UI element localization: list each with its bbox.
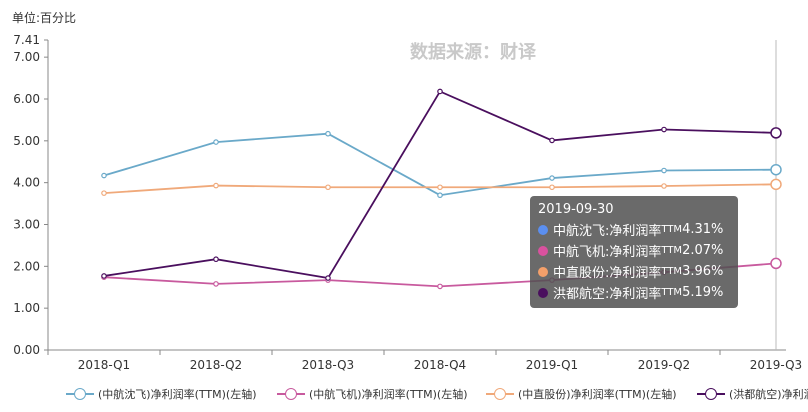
line-chart: 数据来源：财译 0.00 1.00 2.00 3.00 4.00 5.00 6.00 7.00 7… [13,33,802,372]
tooltip-sup: TTM [661,266,683,277]
series-point [101,273,107,279]
series-point [325,275,331,281]
series-point [437,88,443,95]
legend-label: (中航飞机)净利润率(TTM)(左轴) [309,388,468,401]
y-tick-label: 3.00 [13,217,40,231]
series-point [213,256,219,263]
series-point [661,126,667,133]
series-point [213,139,219,145]
y-tick-label: 5.00 [13,134,40,148]
tooltip-sup: TTM [661,245,683,256]
y-tick-label: 7.00 [13,50,40,64]
tooltip-row: 中航飞机:净利润率 TTM 2.07% [538,240,730,261]
series-point [325,130,331,137]
series-point [101,190,107,196]
tooltip-label: 洪都航空:净利润率 [553,287,662,302]
x-tick-label: 2019-Q1 [526,358,578,372]
tooltip-row: 中航沈飞:净利润率 TTM 4.31% [538,219,730,240]
tooltip-row: 洪都航空:净利润率 TTM 5.19% [538,282,730,303]
legend-item-zhizhi[interactable]: (中直股份)净利润率(TTM)(左轴) [486,385,676,403]
series-point [437,184,443,191]
series-point [661,167,667,174]
x-tick-label: 2018-Q3 [302,358,354,372]
legend-line-circle-icon [277,387,305,401]
legend-line-circle-icon [697,387,725,401]
tooltip-row: 中直股份:净利润率 TTM 3.96% [538,261,730,282]
series-point [770,178,782,191]
tooltip-value: 2.07% [682,243,724,258]
tooltip-label: 中直股份:净利润率 [553,266,662,281]
tooltip-value: 3.96% [682,264,724,279]
y-tick-label: 4.00 [13,176,40,190]
series-point [549,184,555,191]
tooltip-label: 中航飞机:净利润率 [553,245,662,260]
y-tick-label: 0.00 [13,343,40,357]
x-tick-label: 2018-Q2 [190,358,242,372]
series-point [770,163,782,176]
y-tick-label: 6.00 [13,92,40,106]
series-point [437,283,443,290]
tooltip-value: 5.19% [682,285,724,300]
series-dot-icon [538,266,548,277]
series-dot-icon [538,245,548,256]
series-point [770,257,782,270]
unit-label: 单位:百分比 [12,11,77,25]
legend-line-circle-icon [66,387,94,401]
tooltip-sup: TTM [661,287,683,298]
series-dot-icon [538,224,548,235]
hover-tooltip: 2019-09-30 中航沈飞:净利润率 TTM 4.31% 中航飞机:净利润率 TT… [530,196,738,308]
series-point [101,172,107,179]
series-point [549,175,555,181]
legend-label: (洪都航空)净利润率 [729,388,808,401]
legend-item-shenfei[interactable]: (中航沈飞)净利润率(TTM)(左轴) [66,385,256,403]
tooltip-label: 中航沈飞:净利润率 [553,224,662,239]
chart-legend: (中航沈飞)净利润率(TTM)(左轴) (中航飞机)净利润率(TTM)(左轴) … [0,385,808,405]
series-point [213,182,219,189]
y-tick-label: 7.41 [13,33,40,47]
y-tick-label: 2.00 [13,259,40,273]
series-point [549,137,555,144]
tooltip-date: 2019-09-30 [538,202,614,217]
x-tick-label: 2018-Q4 [414,358,466,372]
legend-line-circle-icon [486,387,514,401]
x-tick-label: 2018-Q1 [78,358,130,372]
legend-item-feiji[interactable]: (中航飞机)净利润率(TTM)(左轴) [277,385,467,403]
series-dot-icon [538,287,548,298]
series-point [437,192,443,199]
tooltip-sup: TTM [661,224,683,235]
series-point [661,183,667,189]
legend-item-hongdu[interactable]: (洪都航空)净利润率 [697,385,808,403]
legend-label: (中航沈飞)净利润率(TTM)(左轴) [98,388,257,401]
watermark-text: 数据来源：财译 [410,41,537,63]
series-point [213,281,219,287]
x-tick-label: 2019-Q3 [750,358,802,372]
legend-label: (中直股份)净利润率(TTM)(左轴) [518,388,677,401]
tooltip-value: 4.31% [682,222,724,237]
y-tick-label: 1.00 [13,301,40,315]
x-tick-label: 2019-Q2 [638,358,690,372]
series-point [325,184,331,191]
series-point [770,127,782,139]
